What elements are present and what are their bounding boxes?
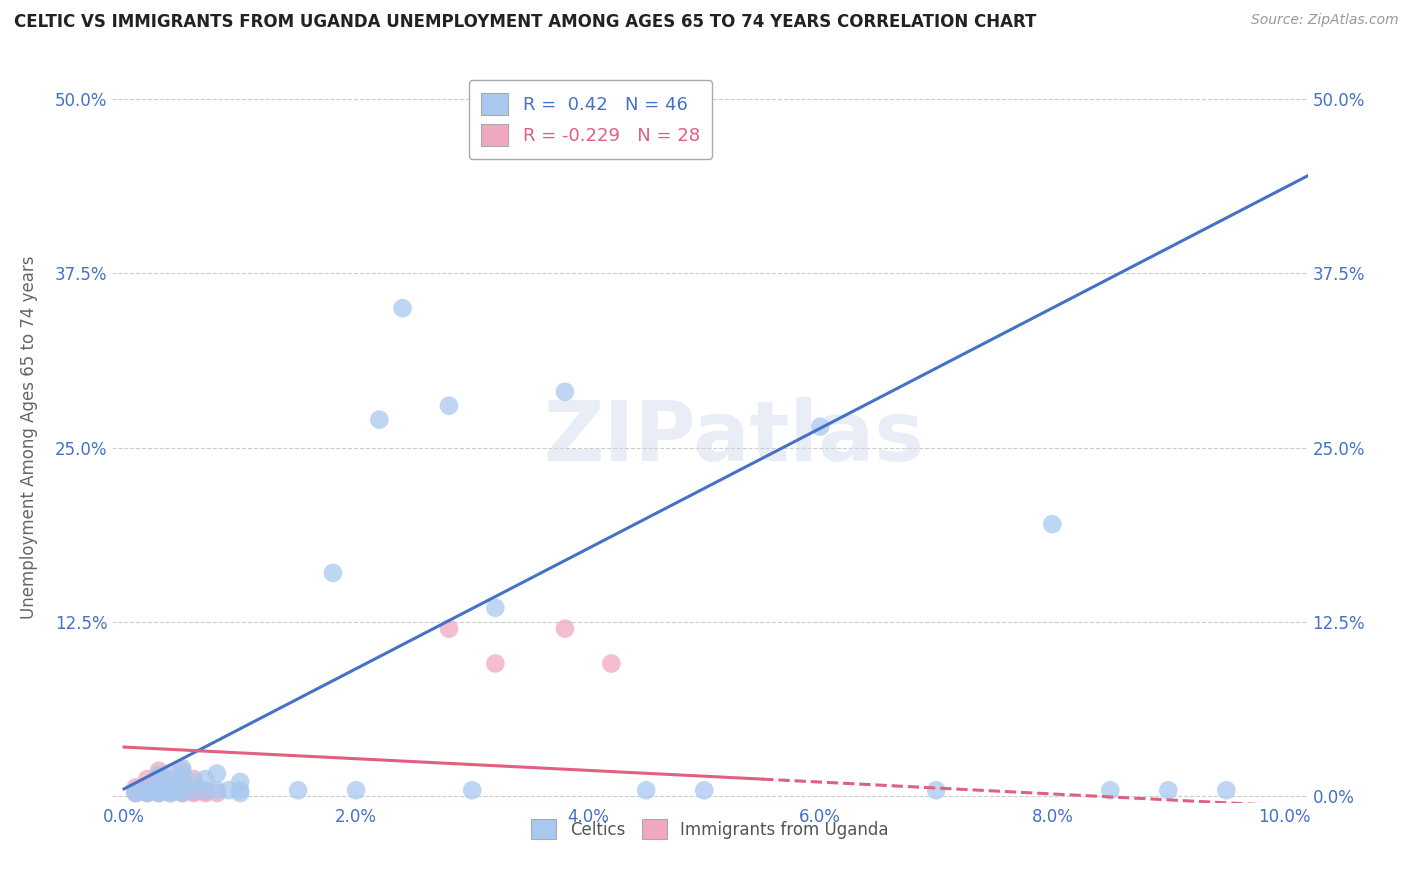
Point bbox=[159, 786, 181, 800]
Point bbox=[172, 783, 194, 797]
Point bbox=[172, 775, 194, 789]
Point bbox=[172, 786, 194, 800]
Point bbox=[194, 786, 217, 800]
Text: CELTIC VS IMMIGRANTS FROM UGANDA UNEMPLOYMENT AMONG AGES 65 TO 74 YEARS CORRELAT: CELTIC VS IMMIGRANTS FROM UGANDA UNEMPLO… bbox=[14, 13, 1036, 31]
Point bbox=[159, 772, 181, 786]
Point bbox=[172, 786, 194, 800]
Point bbox=[183, 786, 205, 800]
Point bbox=[554, 622, 576, 636]
Point bbox=[205, 783, 228, 797]
Point bbox=[125, 785, 148, 799]
Point bbox=[925, 783, 948, 797]
Point bbox=[391, 301, 413, 316]
Point bbox=[125, 786, 148, 800]
Point bbox=[808, 419, 831, 434]
Y-axis label: Unemployment Among Ages 65 to 74 years: Unemployment Among Ages 65 to 74 years bbox=[20, 255, 38, 619]
Text: ZIPatlas: ZIPatlas bbox=[544, 397, 924, 477]
Point bbox=[484, 600, 506, 615]
Point bbox=[148, 772, 170, 786]
Point bbox=[183, 775, 205, 789]
Point bbox=[136, 780, 159, 795]
Point bbox=[218, 783, 240, 797]
Point bbox=[1157, 783, 1180, 797]
Legend: Celtics, Immigrants from Uganda: Celtics, Immigrants from Uganda bbox=[522, 809, 898, 849]
Point bbox=[194, 785, 217, 799]
Point bbox=[229, 775, 252, 789]
Point bbox=[172, 772, 194, 786]
Point bbox=[194, 783, 217, 797]
Point bbox=[368, 412, 391, 426]
Point bbox=[183, 783, 205, 797]
Point bbox=[136, 781, 159, 796]
Point bbox=[136, 786, 159, 800]
Point bbox=[148, 764, 170, 778]
Point bbox=[125, 780, 148, 795]
Point bbox=[461, 783, 484, 797]
Point bbox=[600, 657, 623, 671]
Point bbox=[125, 786, 148, 800]
Point bbox=[229, 786, 252, 800]
Point bbox=[172, 766, 194, 780]
Point bbox=[136, 785, 159, 799]
Point bbox=[136, 786, 159, 800]
Point bbox=[148, 775, 170, 789]
Point bbox=[148, 786, 170, 800]
Text: Source: ZipAtlas.com: Source: ZipAtlas.com bbox=[1251, 13, 1399, 28]
Point bbox=[183, 772, 205, 786]
Point bbox=[287, 783, 309, 797]
Point bbox=[344, 783, 367, 797]
Point bbox=[148, 785, 170, 799]
Point bbox=[693, 783, 716, 797]
Point bbox=[636, 783, 658, 797]
Point bbox=[172, 764, 194, 778]
Point bbox=[159, 775, 181, 789]
Point bbox=[1040, 517, 1063, 532]
Point bbox=[437, 622, 460, 636]
Point bbox=[159, 780, 181, 795]
Point bbox=[136, 772, 159, 786]
Point bbox=[484, 657, 506, 671]
Point bbox=[437, 399, 460, 413]
Point bbox=[194, 772, 217, 786]
Point bbox=[159, 786, 181, 800]
Point bbox=[205, 786, 228, 800]
Point bbox=[172, 785, 194, 799]
Point bbox=[136, 785, 159, 799]
Point bbox=[148, 786, 170, 800]
Point bbox=[183, 785, 205, 799]
Point bbox=[148, 785, 170, 799]
Point bbox=[159, 766, 181, 780]
Point bbox=[229, 783, 252, 797]
Point bbox=[125, 785, 148, 799]
Point bbox=[205, 766, 228, 780]
Point bbox=[159, 785, 181, 799]
Point bbox=[172, 761, 194, 775]
Point bbox=[159, 785, 181, 799]
Point bbox=[554, 384, 576, 399]
Point bbox=[148, 768, 170, 782]
Point bbox=[322, 566, 344, 580]
Point bbox=[1099, 783, 1122, 797]
Point bbox=[1215, 783, 1237, 797]
